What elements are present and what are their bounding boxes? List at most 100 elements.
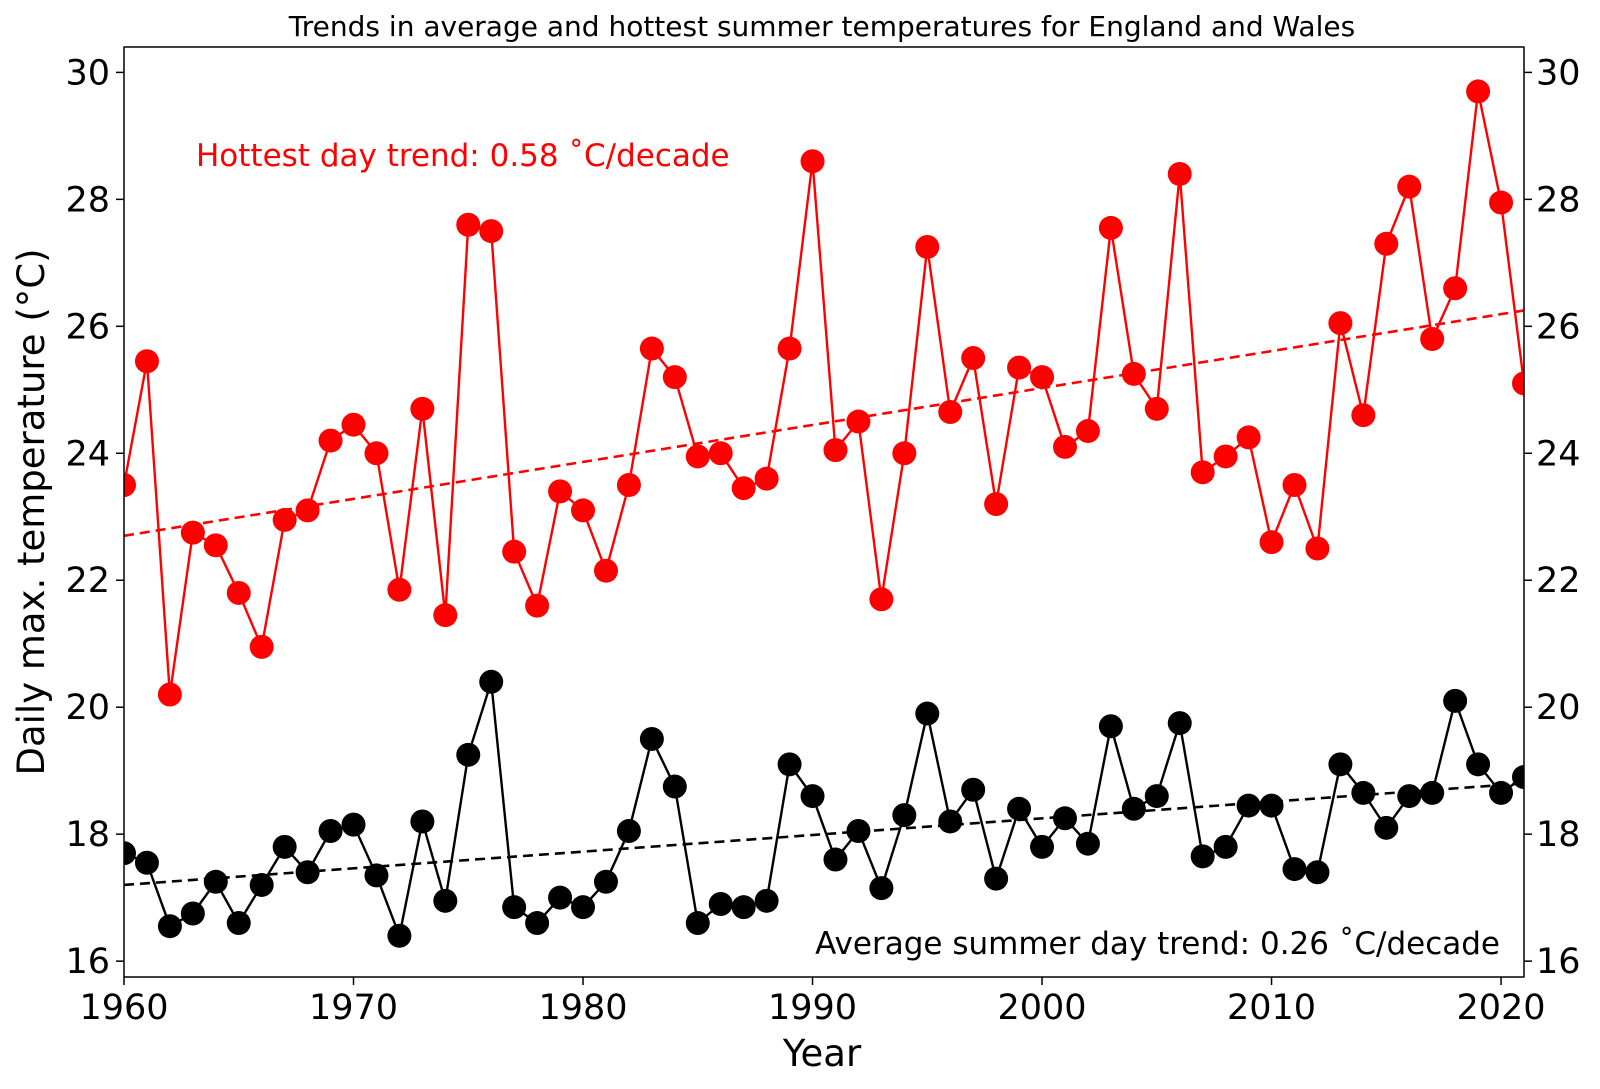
average-point-2012 bbox=[1305, 860, 1330, 885]
x-tick-label-1980: 1980 bbox=[538, 988, 627, 1028]
y-tick-label-right-16: 16 bbox=[1536, 942, 1581, 982]
y-tick-label-left-22: 22 bbox=[65, 561, 110, 601]
hottest-point-1992 bbox=[846, 409, 871, 434]
average-point-1970 bbox=[341, 812, 366, 837]
average-point-2019 bbox=[1466, 752, 1491, 777]
hottest-point-1984 bbox=[662, 365, 687, 390]
y-tick-label-left-16: 16 bbox=[65, 942, 110, 982]
hottest-series-line bbox=[124, 91, 1524, 695]
average-point-1996 bbox=[938, 809, 963, 834]
x-tick-label-1990: 1990 bbox=[768, 988, 857, 1028]
average-point-2011 bbox=[1282, 857, 1307, 882]
hottest-point-1973 bbox=[410, 396, 435, 421]
hottest-point-1997 bbox=[961, 346, 986, 371]
hottest-point-2009 bbox=[1236, 425, 1261, 450]
average-point-1972 bbox=[387, 923, 412, 948]
hottest-point-1980 bbox=[571, 498, 596, 523]
hottest-point-1998 bbox=[984, 492, 1009, 517]
y-tick-label-left-26: 26 bbox=[65, 307, 110, 347]
average-point-2016 bbox=[1397, 784, 1422, 809]
hottest-point-1990 bbox=[800, 149, 825, 174]
hottest-point-2016 bbox=[1397, 174, 1422, 199]
hottest-trend-line bbox=[124, 309, 1524, 538]
hottest-point-1989 bbox=[777, 336, 802, 361]
average-point-2008 bbox=[1213, 834, 1238, 859]
average-point-2003 bbox=[1098, 714, 1123, 739]
average-point-2017 bbox=[1420, 780, 1445, 805]
hottest-point-1993 bbox=[869, 587, 894, 612]
hottest-point-1967 bbox=[272, 507, 297, 532]
y-tick-label-left-20: 20 bbox=[65, 688, 110, 728]
hottest-point-2004 bbox=[1121, 361, 1146, 386]
hottest-point-2000 bbox=[1030, 365, 1055, 390]
hottest-point-2007 bbox=[1190, 460, 1215, 485]
average-point-1973 bbox=[410, 809, 435, 834]
average-point-1999 bbox=[1007, 796, 1032, 821]
average-point-2015 bbox=[1374, 815, 1399, 840]
average-point-1974 bbox=[433, 888, 458, 913]
y-tick-label-right-22: 22 bbox=[1536, 561, 1581, 601]
hottest-point-1991 bbox=[823, 438, 848, 463]
average-point-1984 bbox=[662, 774, 687, 799]
hottest-point-2011 bbox=[1282, 473, 1307, 498]
x-tick-label-2010: 2010 bbox=[1227, 988, 1316, 1028]
average-point-2021 bbox=[1512, 765, 1524, 790]
average-point-2010 bbox=[1259, 793, 1284, 818]
hottest-point-1983 bbox=[639, 336, 664, 361]
average-point-2005 bbox=[1144, 784, 1169, 809]
hottest-point-1988 bbox=[754, 466, 779, 491]
average-point-2014 bbox=[1351, 780, 1376, 805]
hottest-point-2001 bbox=[1052, 434, 1077, 459]
average-point-2020 bbox=[1489, 780, 1514, 805]
hottest-point-1999 bbox=[1007, 355, 1032, 380]
hottest-point-2019 bbox=[1466, 79, 1491, 104]
average-series-line bbox=[124, 681, 1524, 941]
average-point-1977 bbox=[502, 895, 527, 920]
hottest-point-2003 bbox=[1098, 215, 1123, 240]
average-point-1975 bbox=[456, 742, 481, 767]
average-point-1962 bbox=[157, 914, 182, 939]
average-point-1961 bbox=[134, 850, 159, 875]
plot-area bbox=[124, 79, 1524, 948]
hottest-point-1978 bbox=[525, 593, 550, 618]
y-tick-label-left-18: 18 bbox=[65, 815, 110, 855]
y-tick-label-right-18: 18 bbox=[1536, 815, 1581, 855]
average-point-1997 bbox=[961, 777, 986, 802]
y-axis-title: Daily max. temperature (°C) bbox=[10, 248, 53, 775]
average-point-2000 bbox=[1030, 834, 1055, 859]
hottest-point-1996 bbox=[938, 400, 963, 425]
hottest-point-1982 bbox=[616, 473, 641, 498]
average-point-2009 bbox=[1236, 793, 1261, 818]
average-point-2018 bbox=[1443, 688, 1468, 713]
hottest-point-1972 bbox=[387, 577, 412, 602]
hottest-point-2014 bbox=[1351, 403, 1376, 428]
hottest-point-1961 bbox=[134, 349, 159, 374]
average-point-1985 bbox=[685, 911, 710, 936]
average-trend-line bbox=[124, 782, 1524, 887]
average-point-1964 bbox=[203, 869, 228, 894]
hottest-point-1966 bbox=[249, 634, 274, 659]
x-tick-label-2020: 2020 bbox=[1457, 988, 1546, 1028]
x-tick-label-1970: 1970 bbox=[309, 988, 398, 1028]
average-point-1960 bbox=[124, 841, 136, 866]
average-point-1989 bbox=[777, 752, 802, 777]
average-point-2007 bbox=[1190, 844, 1215, 869]
hottest-point-2010 bbox=[1259, 530, 1284, 555]
hottest-point-1976 bbox=[479, 219, 504, 244]
y-tick-label-right-24: 24 bbox=[1536, 434, 1581, 474]
average-point-1979 bbox=[548, 885, 573, 910]
average-point-1988 bbox=[754, 888, 779, 913]
average-point-1983 bbox=[639, 726, 664, 751]
y-tick-label-left-28: 28 bbox=[65, 180, 110, 220]
hottest-point-1977 bbox=[502, 539, 527, 564]
average-point-1969 bbox=[318, 818, 343, 843]
x-tick-label-1960: 1960 bbox=[79, 988, 168, 1028]
average-point-1998 bbox=[984, 866, 1009, 891]
plot-frame bbox=[123, 46, 1525, 978]
hottest-point-1963 bbox=[180, 520, 205, 545]
average-point-2006 bbox=[1167, 711, 1192, 736]
y-tick-label-right-26: 26 bbox=[1536, 307, 1581, 347]
hottest-point-2017 bbox=[1420, 327, 1445, 352]
